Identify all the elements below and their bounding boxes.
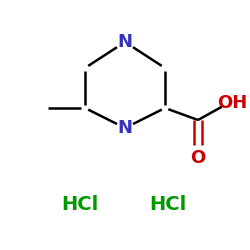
Text: HCl: HCl <box>62 196 98 214</box>
Text: HCl: HCl <box>150 196 186 214</box>
Text: N: N <box>118 119 132 137</box>
Text: N: N <box>118 33 132 51</box>
Text: OH: OH <box>217 94 247 112</box>
Text: O: O <box>190 149 206 167</box>
